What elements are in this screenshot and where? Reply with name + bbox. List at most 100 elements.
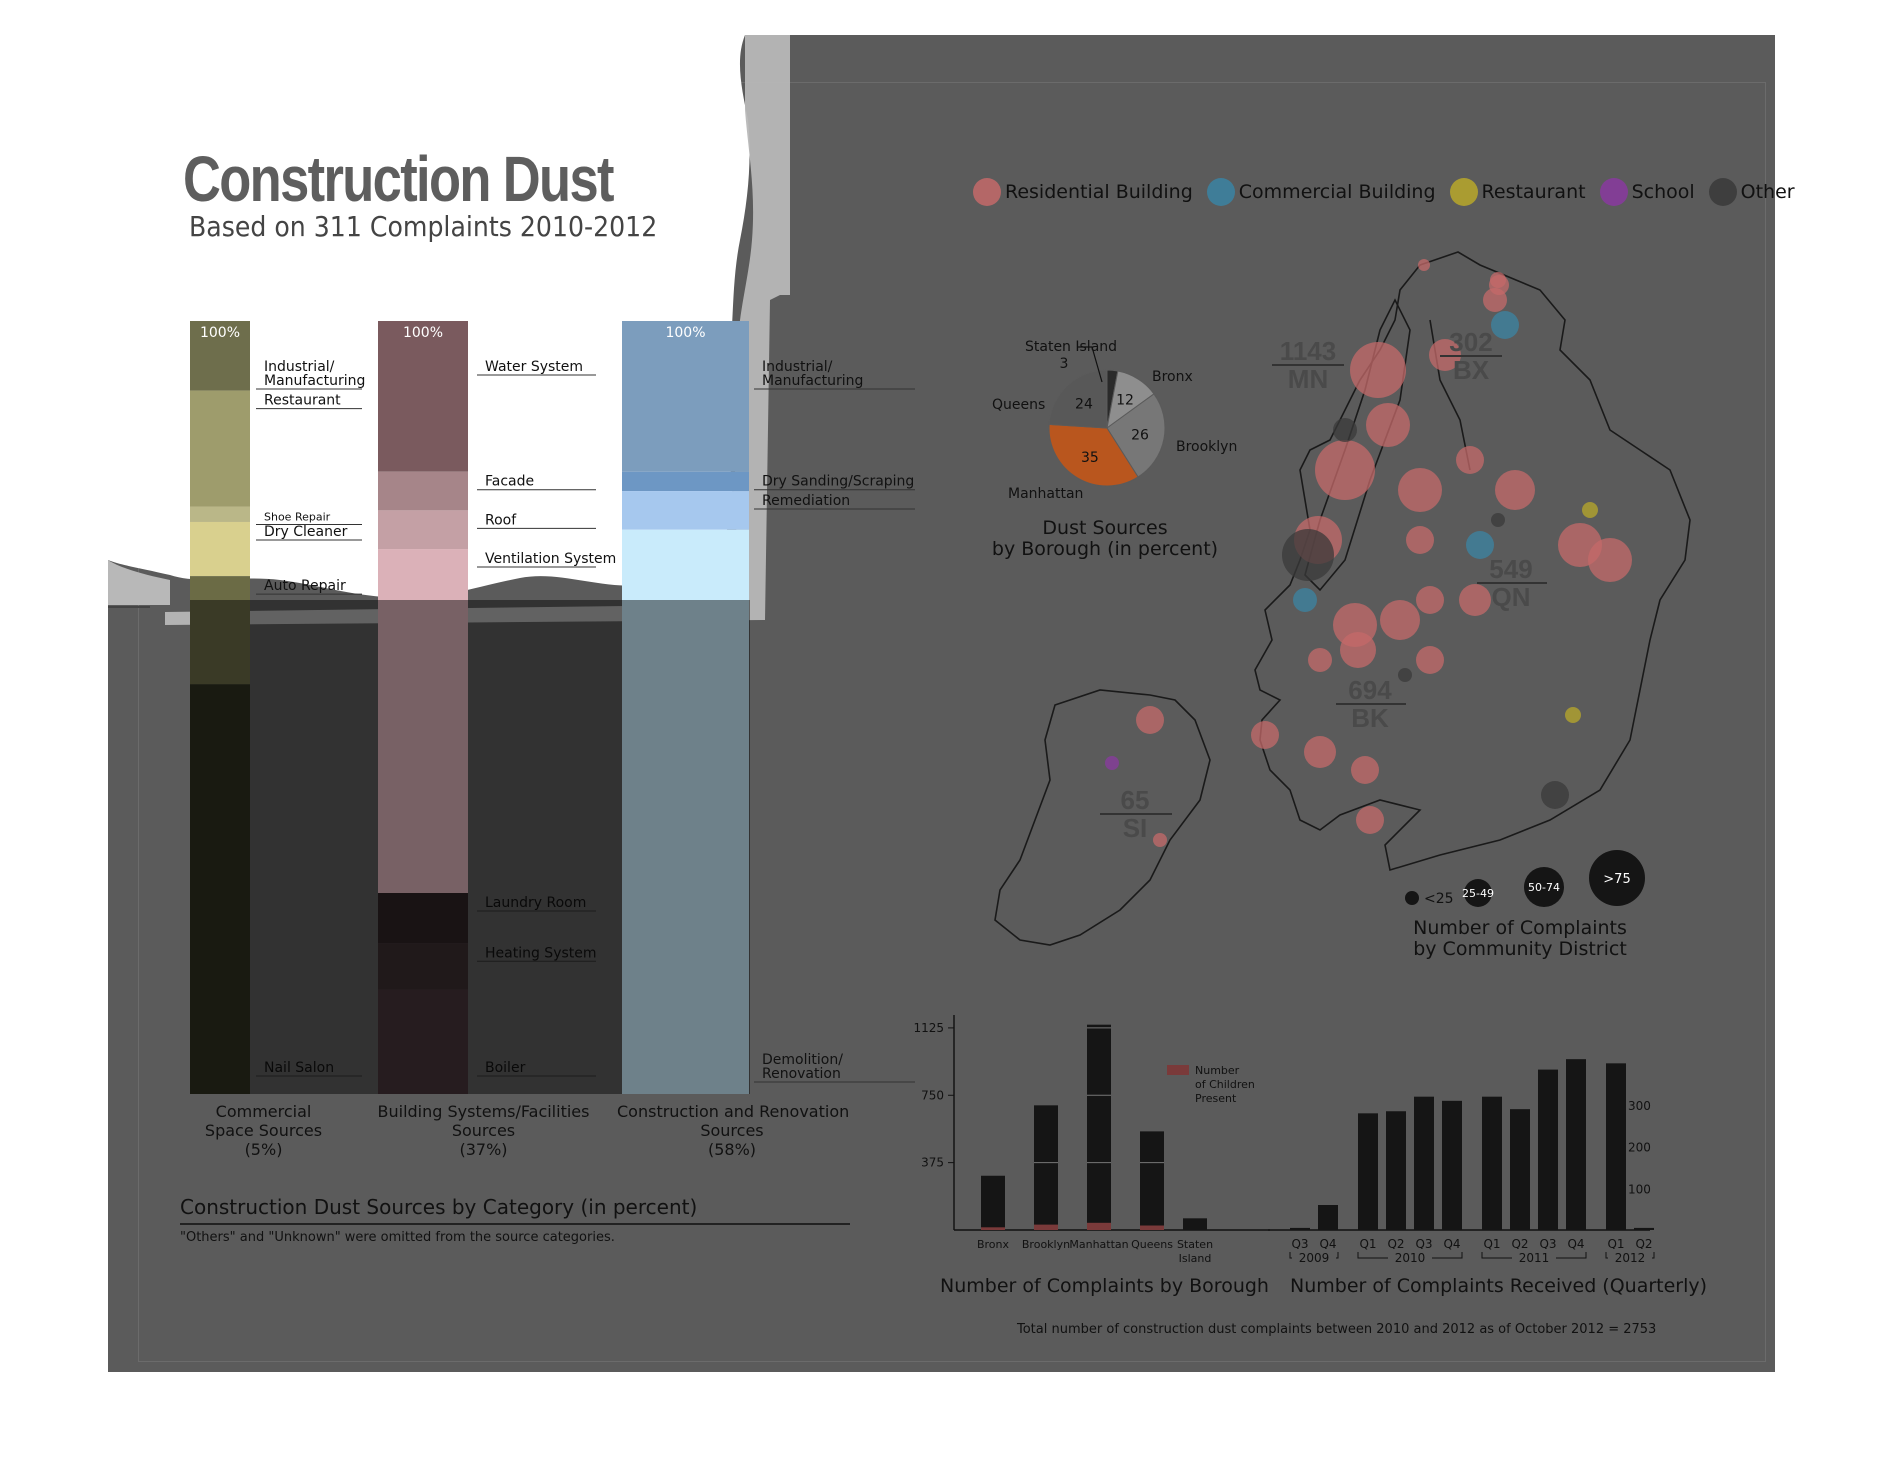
quarterly-bar-chart: 100 200 300 Q3 Q4 Q1 Q2 Q3 Q4 Q1 Q2 Q3 Q4 Q1 Q2 2009 201… [1268,1059,1655,1265]
borough-label-mn: 1143 MN [1279,336,1337,394]
map-bubble [1466,531,1494,559]
map-bubble [1251,721,1279,749]
year-group-label: 2011 [1519,1251,1550,1265]
category-segment-1-4 [378,893,468,944]
segment-label: Restaurant [264,393,341,409]
borough-label-bk: 694 BK [1348,675,1392,733]
quarterly-category-label: Q2 [1635,1237,1652,1251]
caption-line: (5%) [244,1140,283,1159]
size-legend-circle-3 [1589,850,1645,906]
map-bubble [1491,513,1505,527]
map-bubble [1456,446,1484,474]
map-bubble [1105,756,1119,770]
caption-line: Space Sources [204,1121,323,1140]
map-bubble [1308,648,1332,672]
segment-label: Ventilation System [485,551,616,567]
map-bubble [1315,440,1375,500]
year-label-bg [1388,1249,1432,1265]
map-bubble [1495,470,1535,510]
category-chart-title: Construction Dust Sources by Category (i… [180,1195,698,1219]
category-segment-1-2 [378,510,468,550]
size-legend-label: >75 [1603,872,1630,887]
borough-children-bar [1034,1224,1058,1230]
map-bubble [1406,526,1434,554]
borough-bar [981,1175,1005,1230]
pie-slice-label: Staten Island [1025,339,1117,355]
quarterly-y-tick-label: 200 [1628,1141,1651,1155]
pie-value-label: 12 [1116,393,1134,409]
page-title: Construction Dust [183,143,614,215]
map-bubble [1340,632,1376,668]
legend-item-residential: Residential Building [973,178,1193,206]
borough-label-qn: 549 QN [1489,554,1533,612]
borough-children-bar [981,1227,1005,1230]
quarterly-category-label: Q2 [1511,1237,1528,1251]
quarterly-y-tick-label: 300 [1628,1099,1651,1113]
pie-caption-line: by Borough (in percent) [991,538,1219,560]
size-legend-title-line: by Community District [1413,938,1627,960]
category-segment-2-0 [622,321,749,472]
map-bubble [1489,275,1509,295]
category-segment-2-3 [622,529,749,1094]
poster-inner-frame [138,82,1766,1362]
column-top-label: 100% [200,325,240,341]
borough-rule-bk [1336,703,1406,705]
map-bubble [1565,707,1581,723]
legend-item-other: Other [1708,178,1795,206]
footer-total: Total number of construction dust compla… [1017,1322,1657,1337]
children-legend-label: Present [1195,1092,1237,1105]
quarterly-category-label: Q4 [1319,1237,1336,1251]
children-legend-swatch [1167,1065,1189,1075]
year-group-label: 2010 [1395,1251,1426,1265]
category-chart-note: "Others" and "Unknown" were omitted from… [180,1230,615,1245]
category-segment-2-2 [622,491,749,530]
category-segment-1-0 [378,321,468,472]
caption-line: Construction and Renovation [617,1102,850,1121]
borough-y-tick-label: 1125 [913,1021,944,1035]
column-caption-commercial: Commercial Space Sources (5%) [182,1102,345,1159]
borough-children-bar [1140,1225,1164,1230]
caption-line: Commercial [215,1102,312,1121]
category-segment-0-2 [190,506,250,522]
legend-item-school: School [1599,178,1695,206]
size-legend-title: Number of Complaints by Community Distri… [1390,918,1650,960]
category-dim-overlay [190,600,750,1094]
map-bubble [1418,259,1430,271]
map-legend: Residential Building Commercial Building… [973,178,1795,206]
map-bubble [1333,418,1357,442]
map-bubble [1304,736,1336,768]
map-bubble [1356,806,1384,834]
quarterly-bar [1538,1069,1558,1230]
map-bubble [1582,502,1598,518]
paper-shadow-left [108,560,170,605]
children-legend-label: of Children [1195,1078,1255,1091]
category-segment-0-1 [190,390,250,507]
pie-leader-line [1078,346,1103,383]
paper-edge-tick [108,606,150,608]
map-bubble [1459,584,1491,616]
segment-label: Auto Repair [264,578,346,594]
quarterly-category-label: Q4 [1443,1237,1460,1251]
size-legend-circle-1 [1464,879,1492,907]
quarterly-category-label: Q1 [1359,1237,1376,1251]
category-chart: Industrial/Manufacturing Restaurant Shoe R… [108,321,915,1094]
borough-bar [1140,1131,1164,1230]
quarterly-bar [1386,1111,1406,1230]
school-dot-icon [1599,178,1628,206]
year-group-label: 2012 [1615,1251,1646,1265]
quarterly-category-label: Q1 [1483,1237,1500,1251]
pie-slice-label: Queens [992,397,1045,413]
map-bubble [1541,781,1569,809]
segment-label: Industrial/ [762,359,833,375]
category-segment-1-3 [378,549,468,894]
quarterly-bar [1414,1096,1434,1230]
segment-label: Manufacturing [264,373,365,389]
borough-rule-mn [1272,364,1344,366]
map-bubble [1398,668,1412,682]
pie-slice-label: Manhattan [1008,486,1083,502]
borough-category-label: Bronx [977,1238,1010,1251]
category-segment-0-0 [190,321,250,391]
borough-label-si: 65 SI [1120,785,1150,843]
pie-value-label: 26 [1131,427,1149,443]
